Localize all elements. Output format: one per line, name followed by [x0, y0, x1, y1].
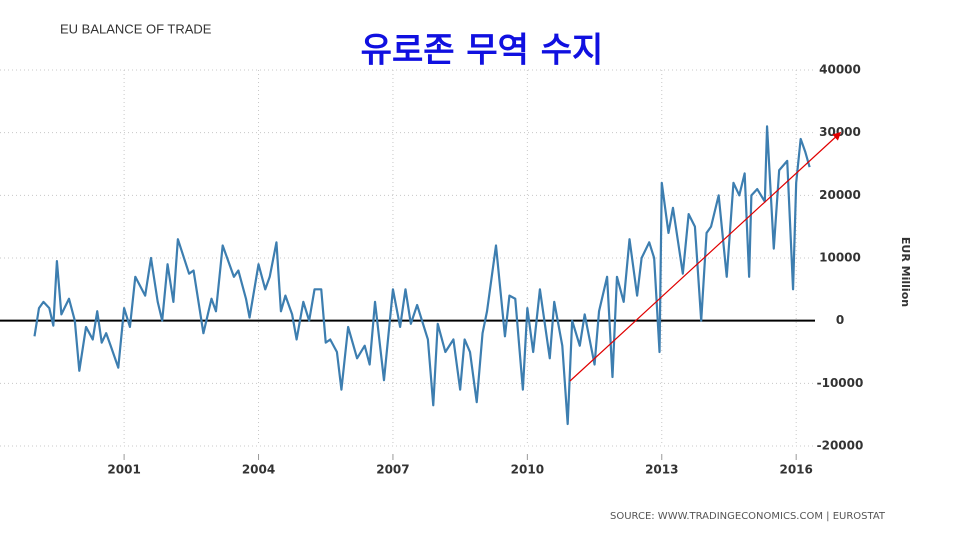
y-tick-label: -10000 [817, 376, 864, 390]
x-tick-label: 2010 [511, 463, 544, 477]
y-axis-label: EUR Million [899, 237, 912, 307]
y-tick-label: 40000 [819, 63, 861, 77]
x-tick-label: 2007 [376, 463, 409, 477]
y-tick-label: 30000 [819, 125, 861, 139]
x-tick-label: 2004 [242, 463, 275, 477]
x-tick-label: 2001 [107, 463, 140, 477]
source: SOURCE: WWW.TRADINGECONOMICS.COM | EUROS… [610, 511, 886, 522]
x-tick-label: 2013 [645, 463, 678, 477]
y-tick-label: 10000 [819, 251, 861, 265]
trend-arrow [569, 131, 842, 382]
data-line [33, 125, 811, 426]
y-tick-label: 20000 [819, 188, 861, 202]
x-tick-label: 2016 [779, 463, 812, 477]
chart-subtitle: 유로존 무역 수지 [361, 31, 604, 71]
y-tick-label: 0 [836, 313, 844, 327]
chart-title: EU BALANCE OF TRADE [60, 21, 212, 36]
y-tick-label: -20000 [817, 439, 864, 453]
